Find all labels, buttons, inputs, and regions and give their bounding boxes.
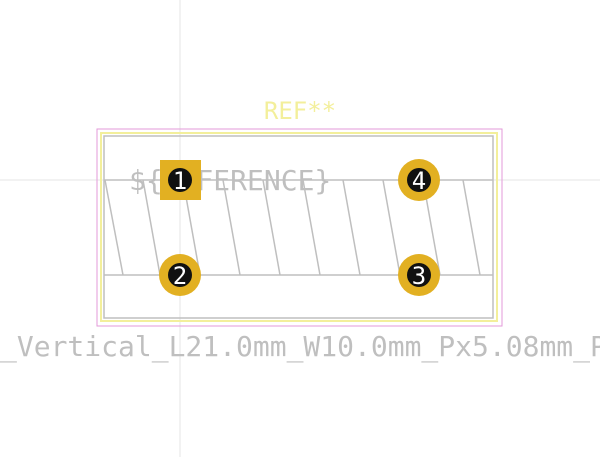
pad-number: 4 [412,167,426,195]
hatch-line [104,179,124,276]
pad-number: 3 [412,262,426,290]
hatch-line [462,179,481,276]
pad-marker-icon [168,168,192,192]
pad-number: 1 [173,167,187,195]
pad-1[interactable]: 1 [160,160,201,200]
pad-2[interactable]: 2 [159,254,201,296]
pad-4[interactable]: 4 [398,159,440,201]
pad-3[interactable]: 3 [398,254,440,296]
hatch-line [222,179,241,276]
silkscreen-outline [100,132,498,322]
hatch-line [302,179,321,276]
reference-label: ${REFERENCE} [129,164,331,197]
pad-marker-icon [168,263,192,287]
pad-marker-icon [407,168,431,192]
body-hatching [104,179,481,276]
courtyard-outline [96,128,503,327]
hatch-line [342,179,361,276]
ref-label: REF** [264,97,336,125]
fab-body-outline [103,135,494,319]
hatch-line [382,179,401,276]
pad-number: 2 [173,262,187,290]
hatch-line [262,179,281,276]
hatch-line [142,179,161,276]
value-label: _Vertical_L21.0mm_W10.0mm_Px5.08mm_Py [0,330,600,364]
pad-marker-icon [407,263,431,287]
